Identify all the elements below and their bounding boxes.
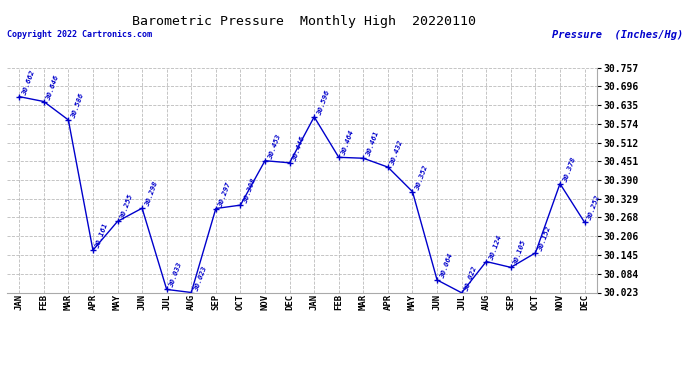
Text: 30.461: 30.461	[365, 131, 380, 158]
Text: 30.596: 30.596	[316, 90, 331, 116]
Text: 30.033: 30.033	[168, 262, 184, 289]
Text: 30.161: 30.161	[95, 223, 110, 250]
Text: 30.064: 30.064	[439, 253, 453, 279]
Text: 30.646: 30.646	[46, 74, 60, 101]
Text: 30.152: 30.152	[538, 226, 552, 252]
Text: 30.022: 30.022	[464, 266, 478, 292]
Text: 30.453: 30.453	[267, 134, 282, 160]
Text: Copyright 2022 Cartronics.com: Copyright 2022 Cartronics.com	[7, 30, 152, 39]
Text: Pressure  (Inches/Hg): Pressure (Inches/Hg)	[552, 30, 683, 40]
Text: 30.378: 30.378	[562, 156, 577, 183]
Text: 30.432: 30.432	[390, 140, 404, 166]
Text: 30.464: 30.464	[341, 130, 355, 157]
Text: 30.297: 30.297	[218, 181, 233, 208]
Text: 30.352: 30.352	[415, 164, 429, 191]
Text: 30.252: 30.252	[586, 195, 601, 222]
Text: 30.298: 30.298	[144, 181, 159, 208]
Text: 30.023: 30.023	[193, 265, 208, 292]
Text: 30.255: 30.255	[119, 194, 134, 221]
Text: 30.586: 30.586	[70, 93, 85, 119]
Text: Barometric Pressure  Monthly High  20220110: Barometric Pressure Monthly High 2022011…	[132, 15, 475, 28]
Text: 30.446: 30.446	[292, 135, 306, 162]
Text: 30.662: 30.662	[21, 69, 36, 96]
Text: 30.308: 30.308	[242, 178, 257, 204]
Text: 30.124: 30.124	[489, 234, 503, 261]
Text: 30.105: 30.105	[513, 240, 527, 267]
